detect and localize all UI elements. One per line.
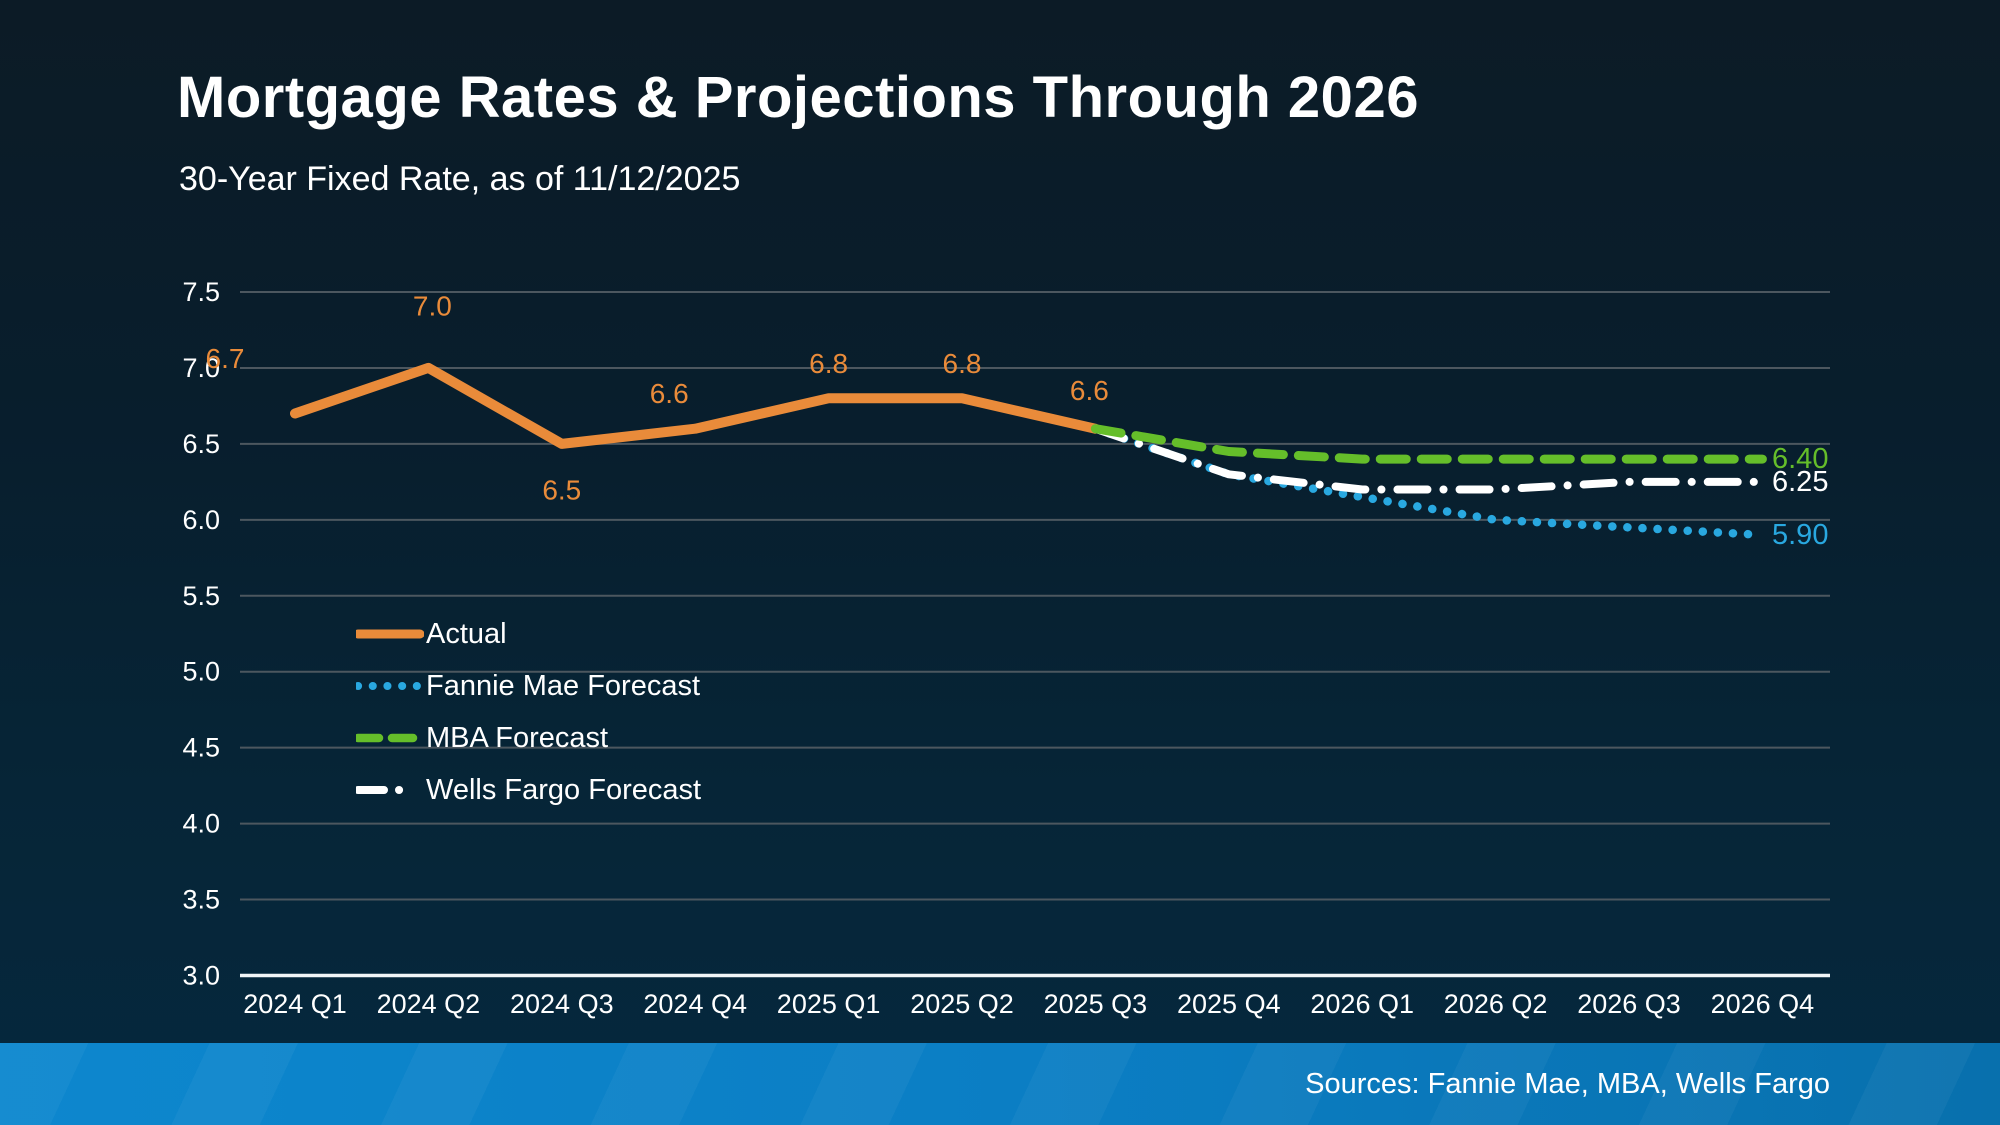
y-tick-label-7.0: 7.0 [182,353,220,383]
y-tick-label-7.5: 7.5 [182,277,220,307]
series-line-mba-forecast [1090,424,1767,464]
y-tick-label-3.0: 3.0 [182,961,220,991]
legend-item-actual: Actual [356,608,701,660]
legend-item-fannie-mae-forecast: Fannie Mae Forecast [356,660,701,712]
data-label-2025-q1: 6.8 [809,348,848,379]
legend-swatch-wells-fargo-forecast-icon [356,786,410,794]
legend-label-mba-forecast: MBA Forecast [426,721,609,754]
legend-label-wells-fargo-forecast: Wells Fargo Forecast [426,773,702,806]
series-line-fannie-mae-forecast [1091,424,1767,540]
legend-swatch-fannie-mae-forecast-icon [356,682,422,690]
data-label-2024-q3: 6.5 [542,474,581,505]
footer-bar: Sources: Fannie Mae, MBA, Wells Fargo [0,1043,2000,1125]
x-tick-label-2025-q4: 2025 Q4 [1177,989,1281,1019]
y-tick-label-5.0: 5.0 [182,657,220,687]
data-label-2024-q4: 6.6 [650,378,689,409]
data-label-2024-q2: 7.0 [413,290,452,321]
x-tick-label-2024-q1: 2024 Q1 [243,989,347,1019]
end-label-wells-fargo-forecast: 6.25 [1772,466,1828,498]
x-tick-label-2026-q2: 2026 Q2 [1444,989,1548,1019]
end-label-fannie-mae-forecast: 5.90 [1772,519,1828,551]
legend-label-actual: Actual [426,617,507,650]
y-tick-label-6.0: 6.0 [182,505,220,535]
y-tick-label-5.5: 5.5 [182,581,220,611]
chart-subtitle: 30-Year Fixed Rate, as of 11/12/2025 [179,160,741,198]
x-tick-label-2024-q4: 2024 Q4 [643,989,747,1019]
x-tick-label-2026-q4: 2026 Q4 [1711,989,1815,1019]
y-tick-label-4.5: 4.5 [182,733,220,763]
y-tick-label-4.0: 4.0 [182,809,220,839]
chart-legend: Actual Fannie Mae Forecast MBA Forecast Wel… [356,608,701,816]
x-tick-label-2024-q2: 2024 Q2 [377,989,481,1019]
x-tick-label-2025-q1: 2025 Q1 [777,989,881,1019]
y-tick-label-6.5: 6.5 [182,429,220,459]
legend-swatch-mba-forecast-icon [356,733,424,743]
legend-label-fannie-mae-forecast: Fannie Mae Forecast [426,669,701,702]
legend-item-wells-fargo-forecast: Wells Fargo Forecast [356,764,701,816]
x-tick-label-2026-q1: 2026 Q1 [1310,989,1414,1019]
y-tick-label-3.5: 3.5 [182,885,220,915]
series-line-wells-fargo-forecast [1091,424,1767,494]
series-line-actual [290,362,1101,449]
data-label-2025-q2: 6.8 [943,348,982,379]
x-tick-label-2025-q3: 2025 Q3 [1044,989,1148,1019]
legend-item-mba-forecast: MBA Forecast [356,712,701,764]
data-label-2025-q3: 6.6 [1070,375,1109,406]
chart-title: Mortgage Rates & Projections Through 202… [177,65,1419,130]
x-tick-label-2026-q3: 2026 Q3 [1577,989,1681,1019]
x-tick-label-2024-q3: 2024 Q3 [510,989,614,1019]
sources-text: Sources: Fannie Mae, MBA, Wells Fargo [1305,1068,1830,1100]
x-tick-label-2025-q2: 2025 Q2 [910,989,1014,1019]
legend-swatch-actual-icon [356,629,424,639]
end-label-mba-forecast: 6.40 [1772,443,1828,475]
data-label-2024-q1: 6.7 [206,343,245,374]
